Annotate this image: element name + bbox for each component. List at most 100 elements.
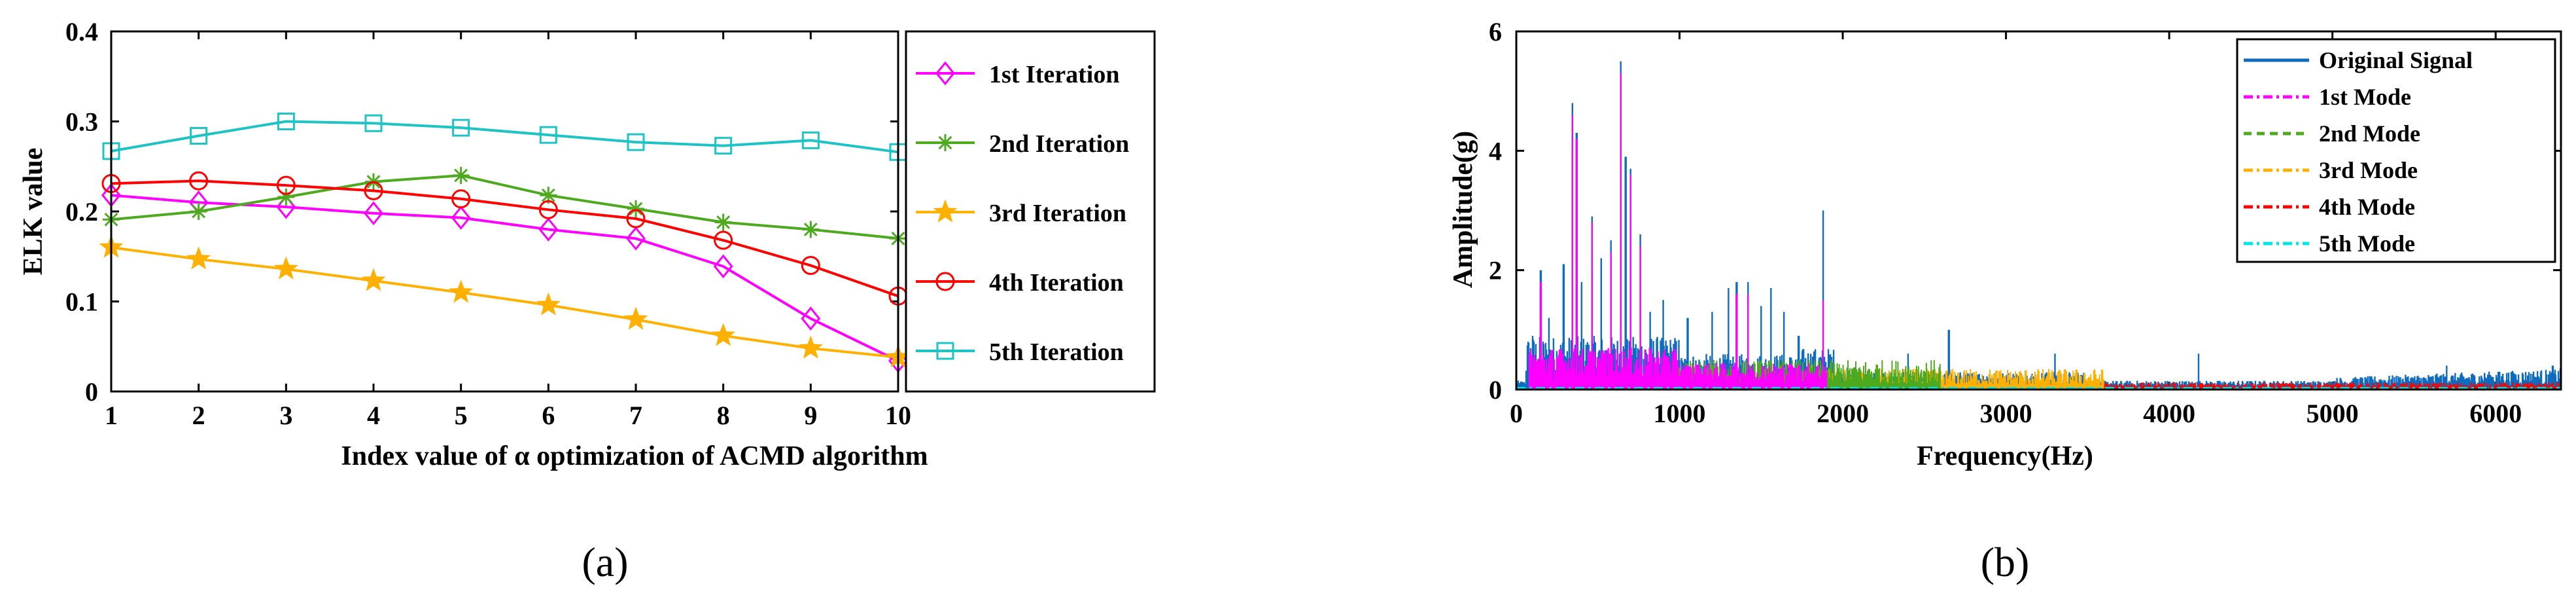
point-3rd-iteration-8 <box>711 323 736 346</box>
panel-a-y-tick-label: 0.4 <box>65 17 98 46</box>
panel-b-x-tick-label: 3000 <box>1980 399 2032 428</box>
panel-a-x-axis-label: Index value of α optimization of ACMD al… <box>341 441 928 471</box>
point-4th-iteration-4 <box>364 181 383 200</box>
panel-b-x-axis-label: Frequency(Hz) <box>1917 441 2093 471</box>
series-line-1st-iteration <box>111 194 899 363</box>
panel-b-label: (b) <box>1981 539 2030 585</box>
panel-b-y-tick-label: 4 <box>1489 136 1502 166</box>
point-1st-iteration-4 <box>364 201 383 226</box>
panel-a-x-tick-label: 5 <box>455 401 468 430</box>
panel-a-grid-ticks <box>110 30 899 393</box>
panel-b-x-tick-label: 4000 <box>2143 399 2195 428</box>
point-2nd-iteration-8 <box>714 213 732 231</box>
legend-marker-4th-iteration <box>935 272 955 291</box>
panel-b-x-tick-label: 0 <box>1510 399 1523 428</box>
panel-b-y-tick-labels: 0 2 4 6 <box>1489 17 1502 405</box>
panel-a-x-tick-label: 2 <box>192 401 205 430</box>
panel-a-x-tick-label: 1 <box>105 401 118 430</box>
point-1st-iteration-9 <box>801 306 821 331</box>
legend-label-2nd-mode: 2nd Mode <box>2319 120 2420 147</box>
panel-a-x-tick-label: 4 <box>367 401 380 430</box>
legend-marker-2nd-iteration <box>937 134 954 151</box>
point-5th-iteration-6 <box>539 126 557 144</box>
point-2nd-iteration-9 <box>802 221 820 238</box>
point-1st-iteration-7 <box>626 226 646 251</box>
point-1st-iteration-8 <box>713 254 733 279</box>
panel-b-legend-box <box>2236 38 2556 263</box>
point-2nd-iteration-5 <box>452 167 470 184</box>
point-5th-iteration-7 <box>627 133 645 151</box>
legend-label-1st-iteration: 1st Iteration <box>989 61 1119 88</box>
point-4th-iteration-3 <box>276 175 296 195</box>
point-2nd-iteration-7 <box>627 200 644 217</box>
point-4th-iteration-7 <box>626 209 646 228</box>
panel-a-y-tick-label: 0.3 <box>65 107 98 137</box>
point-4th-iteration-6 <box>538 200 558 219</box>
point-3rd-iteration-7 <box>623 306 648 330</box>
panel-a-x-tick-label: 3 <box>279 401 292 430</box>
legend-label-4th-iteration: 4th Iteration <box>989 269 1124 297</box>
panel-a-label: (a) <box>582 539 628 585</box>
panel-b-y-axis-label: Amplitude(g) <box>1448 131 1478 288</box>
panel-b-y-tick-label: 0 <box>1489 375 1502 405</box>
legend-label-1st-mode: 1st Mode <box>2319 84 2411 110</box>
point-4th-iteration-8 <box>714 230 733 250</box>
point-5th-iteration-3 <box>277 113 295 130</box>
point-5th-iteration-4 <box>364 114 383 132</box>
point-3rd-iteration-5 <box>449 280 474 303</box>
panel-a-plot-frame <box>110 30 899 393</box>
panel-a-y-axis-label: ELK value <box>18 148 48 276</box>
legend-label-3rd-mode: 3rd Mode <box>2319 157 2418 183</box>
point-5th-iteration-8 <box>714 137 733 155</box>
panel-b-y-tick-label: 6 <box>1489 17 1502 46</box>
panel-a-legend: 1st Iteration 2nd Iteration 3rd Iteration 4… <box>916 61 1129 366</box>
point-3rd-iteration-9 <box>798 335 823 359</box>
panel-b-x-tick-label: 5000 <box>2306 399 2359 428</box>
panel-b-legend: Original Signal 1st Mode 2nd Mode 3rd Mode 4… <box>2244 47 2473 257</box>
point-4th-iteration-9 <box>801 256 820 275</box>
series-line-4th-iteration <box>111 179 899 298</box>
point-3rd-iteration-3 <box>273 256 298 280</box>
series-line-5th-iteration <box>111 120 899 154</box>
panel-b-y-tick-label: 2 <box>1489 256 1502 285</box>
point-5th-iteration-2 <box>190 127 208 145</box>
legend-label-5th-iteration: 5th Iteration <box>989 338 1124 366</box>
legend-label-5th-mode: 5th Mode <box>2319 230 2415 257</box>
panel-a-y-tick-label: 0 <box>85 377 98 407</box>
point-2nd-iteration-3 <box>277 189 295 206</box>
legend-label-2nd-iteration: 2nd Iteration <box>989 130 1129 158</box>
point-1st-iteration-6 <box>538 217 559 242</box>
legend-marker-5th-iteration <box>936 342 954 360</box>
panel-a-y-tick-label: 0.1 <box>65 287 98 317</box>
series-1st-mode <box>1528 73 1828 390</box>
point-2nd-iteration-6 <box>540 187 557 204</box>
panel-a-x-tick-label: 8 <box>717 401 730 430</box>
panel-b-x-tick-label: 6000 <box>2469 399 2522 428</box>
point-5th-iteration-5 <box>452 118 470 137</box>
legend-label-3rd-iteration: 3rd Iteration <box>989 200 1126 227</box>
panel-a-series <box>99 113 911 373</box>
series-line-3rd-iteration <box>111 246 899 359</box>
legend-marker-3rd-iteration <box>933 199 958 223</box>
point-5th-iteration-9 <box>801 131 820 149</box>
panel-a-x-tick-label: 9 <box>804 401 817 430</box>
panel-a-y-tick-labels: 0 0.1 0.2 0.3 0.4 <box>65 17 98 407</box>
panel-a-x-tick-label: 6 <box>542 401 555 430</box>
legend-marker-1st-iteration <box>935 61 955 86</box>
panel-b: 0 1000 2000 3000 4000 5000 6000 0 2 4 6 Frequency… <box>1448 17 2562 585</box>
panel-a-y-tick-label: 0.2 <box>65 197 98 227</box>
panel-b-x-tick-label: 1000 <box>1654 399 1706 428</box>
legend-label-original-signal: Original Signal <box>2319 47 2473 73</box>
legend-label-4th-mode: 4th Mode <box>2319 194 2415 220</box>
panel-a-x-tick-label: 10 <box>885 401 911 430</box>
point-3rd-iteration-4 <box>361 268 386 291</box>
panel-a-x-tick-label: 7 <box>629 401 642 430</box>
point-3rd-iteration-2 <box>186 246 211 270</box>
point-3rd-iteration-6 <box>536 292 561 316</box>
panel-a: 1 2 3 4 5 6 7 8 9 10 0 0.1 0.2 0.3 0.4 Index value of… <box>18 17 1156 585</box>
panel-b-plot-frame <box>1515 30 2562 391</box>
point-1st-iteration-5 <box>451 206 471 230</box>
point-2nd-iteration-2 <box>190 203 207 220</box>
point-4th-iteration-2 <box>189 171 209 191</box>
